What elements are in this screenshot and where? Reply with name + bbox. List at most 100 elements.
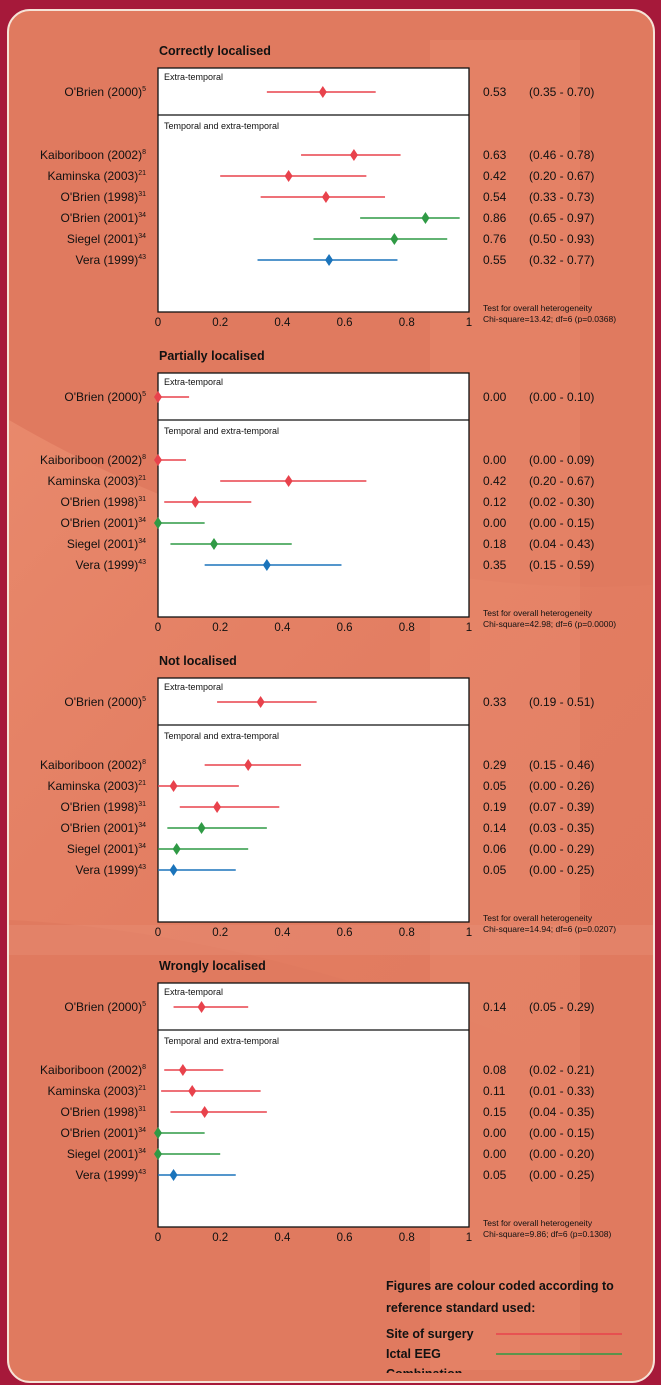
study-name: O'Brien (2000)	[64, 390, 142, 404]
x-tick-label: 1	[466, 927, 472, 939]
x-tick-label: 0.6	[337, 622, 353, 634]
x-tick-label: 0.6	[337, 1232, 353, 1244]
study-reference: 31	[138, 496, 146, 503]
study-reference: 21	[138, 1085, 146, 1092]
x-tick-label: 0.2	[212, 1232, 228, 1244]
study-name: O'Brien (2001)	[61, 821, 139, 835]
point-estimate	[154, 1148, 162, 1160]
estimate-value: 0.14	[483, 1000, 507, 1014]
study-reference: 34	[138, 1127, 146, 1134]
point-estimate	[197, 1001, 206, 1013]
study-label: O'Brien (2000)5	[64, 1000, 146, 1014]
estimate-value: 0.19	[483, 800, 507, 814]
estimate-value: 0.35	[483, 558, 507, 572]
study-label: Siegel (2001)34	[67, 1147, 146, 1161]
point-estimate	[262, 559, 271, 571]
study-reference: 43	[138, 254, 146, 261]
point-estimate	[154, 517, 162, 529]
x-tick-label: 1	[466, 622, 472, 634]
study-name: Siegel (2001)	[67, 537, 138, 551]
study-name: O'Brien (1998)	[61, 495, 139, 509]
study-name: Siegel (2001)	[67, 1147, 138, 1161]
study-name: Kaiboriboon (2002)	[40, 453, 142, 467]
x-tick-label: 0.4	[274, 1232, 291, 1244]
point-estimate	[169, 864, 178, 876]
legend-item-label: Site of surgery	[386, 1327, 474, 1341]
point-estimate	[284, 170, 293, 182]
confidence-interval-value: (0.00 - 0.29)	[529, 842, 594, 856]
estimate-value: 0.05	[483, 863, 507, 877]
point-estimate	[349, 149, 358, 161]
confidence-interval-value: (0.32 - 0.77)	[529, 253, 594, 267]
study-reference: 34	[138, 843, 146, 850]
confidence-interval-value: (0.00 - 0.09)	[529, 453, 594, 467]
study-name: Kaminska (2003)	[47, 474, 138, 488]
estimate-value: 0.33	[483, 695, 507, 709]
confidence-interval-value: (0.01 - 0.33)	[529, 1084, 594, 1098]
study-reference: 34	[138, 233, 146, 240]
study-reference: 5	[142, 696, 146, 703]
chart-title: Partially localised	[159, 349, 265, 363]
estimate-value: 0.08	[483, 1063, 507, 1077]
group-label-temporal-and-extra-temporal: Temporal and extra-temporal	[164, 731, 279, 741]
study-name: O'Brien (2000)	[64, 695, 142, 709]
chart-title: Correctly localised	[159, 44, 271, 58]
x-tick-label: 0	[155, 317, 161, 329]
confidence-interval-value: (0.00 - 0.25)	[529, 863, 594, 877]
estimate-value: 0.00	[483, 390, 507, 404]
study-label: Kaminska (2003)21	[47, 1084, 146, 1098]
confidence-interval-value: (0.20 - 0.67)	[529, 474, 594, 488]
x-tick-label: 1	[466, 317, 472, 329]
point-estimate	[213, 801, 222, 813]
plot-box	[157, 677, 470, 923]
point-estimate	[256, 696, 265, 708]
point-estimate	[318, 86, 327, 98]
study-reference: 31	[138, 191, 146, 198]
confidence-interval-value: (0.00 - 0.10)	[529, 390, 594, 404]
point-estimate	[209, 538, 218, 550]
confidence-interval-value: (0.33 - 0.73)	[529, 190, 594, 204]
point-estimate	[421, 212, 430, 224]
estimate-value: 0.06	[483, 842, 507, 856]
confidence-interval-value: (0.00 - 0.25)	[529, 1168, 594, 1182]
study-label: Kaminska (2003)21	[47, 779, 146, 793]
estimate-value: 0.86	[483, 211, 507, 225]
estimate-value: 0.12	[483, 495, 507, 509]
x-tick-label: 0.2	[212, 622, 228, 634]
x-tick-label: 0.8	[399, 317, 415, 329]
confidence-interval-value: (0.02 - 0.21)	[529, 1063, 594, 1077]
point-estimate	[154, 391, 162, 403]
forest-plot-svg: Not localised Extra-temporal Temporal and …	[40, 654, 616, 939]
estimate-value: 0.76	[483, 232, 507, 246]
forest-plot-svg: Correctly localised Extra-temporal Tempora…	[40, 44, 616, 329]
study-name: Kaiboriboon (2002)	[40, 758, 142, 772]
estimate-value: 0.00	[483, 1126, 507, 1140]
legend-heading-line1: Figures are colour coded according to	[386, 1279, 614, 1293]
point-estimate	[244, 759, 253, 771]
study-reference: 5	[142, 391, 146, 398]
x-tick-label: 0.6	[337, 317, 353, 329]
study-reference: 31	[138, 801, 146, 808]
legend: Figures are colour coded according to re…	[386, 1279, 622, 1373]
point-estimate	[178, 1064, 187, 1076]
heterogeneity-label: Test for overall heterogeneity	[483, 1218, 593, 1228]
point-estimate	[172, 843, 181, 855]
estimate-value: 0.63	[483, 148, 507, 162]
point-estimate	[284, 475, 293, 487]
estimate-value: 0.54	[483, 190, 507, 204]
x-tick-label: 0.8	[399, 1232, 415, 1244]
estimate-value: 0.00	[483, 516, 507, 530]
study-label: Kaiboriboon (2002)8	[40, 148, 146, 162]
point-estimate	[154, 1127, 162, 1139]
study-name: O'Brien (2001)	[61, 211, 139, 225]
plot-box	[157, 372, 470, 618]
estimate-value: 0.11	[483, 1084, 506, 1098]
x-tick-label: 0	[155, 622, 161, 634]
study-reference: 5	[142, 1001, 146, 1008]
study-label: O'Brien (2000)5	[64, 695, 146, 709]
point-estimate	[200, 1106, 209, 1118]
forest-plot-svg: Partially localised Extra-temporal Tempora…	[40, 349, 616, 634]
point-estimate	[197, 822, 206, 834]
study-name: O'Brien (2001)	[61, 1126, 139, 1140]
study-name: Kaminska (2003)	[47, 1084, 138, 1098]
